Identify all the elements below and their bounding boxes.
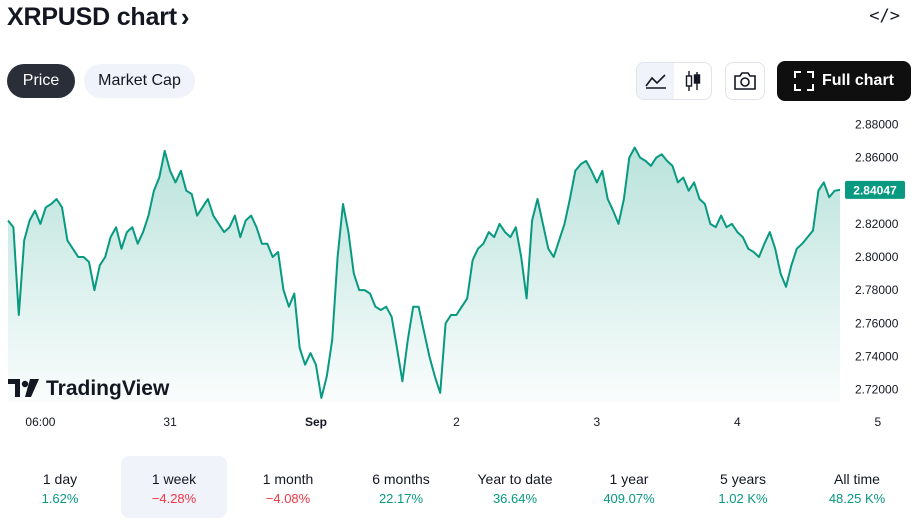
period-label: 1 year bbox=[609, 471, 649, 487]
period-change: 36.64% bbox=[492, 491, 538, 506]
x-tick-label: 4 bbox=[734, 415, 741, 429]
period-label: 5 years bbox=[720, 471, 766, 487]
chevron-right-icon: › bbox=[180, 2, 190, 32]
period-change: 22.17% bbox=[378, 491, 424, 506]
period-1-day[interactable]: 1 day 1.62% bbox=[7, 456, 113, 518]
x-tick-label: 2 bbox=[453, 415, 460, 429]
page-title[interactable]: XRPUSD chart › bbox=[7, 2, 190, 33]
period-label: All time bbox=[834, 471, 880, 487]
y-tick-label: 2.74000 bbox=[855, 349, 899, 363]
y-tick-label: 2.78000 bbox=[855, 283, 899, 297]
y-tick-label: 2.76000 bbox=[855, 316, 899, 330]
tradingview-logo: TradingView bbox=[8, 377, 170, 400]
brand-label: TradingView bbox=[46, 377, 170, 400]
price-chart[interactable]: 2.72000 2.74000 2.76000 2.78000 2.80000 2.820… bbox=[0, 110, 918, 440]
period-change: −4.08% bbox=[265, 491, 311, 506]
period-label: 1 month bbox=[262, 471, 314, 487]
last-price-label: 2.84047 bbox=[853, 183, 897, 197]
embed-code-button[interactable]: </> bbox=[869, 6, 900, 26]
last-price-badge-bg bbox=[845, 180, 905, 199]
y-tick-label: 2.86000 bbox=[855, 151, 899, 165]
tab-price[interactable]: Price bbox=[7, 64, 75, 98]
period-change: −4.28% bbox=[151, 491, 197, 506]
period-label: 1 day bbox=[42, 471, 78, 487]
period-5-years[interactable]: 5 years 1.02 K% bbox=[690, 456, 796, 518]
x-tick-label: 3 bbox=[594, 415, 601, 429]
x-tick-label: Sep bbox=[305, 415, 327, 429]
full-chart-label: Full chart bbox=[821, 72, 894, 89]
x-tick-label: 5 bbox=[874, 415, 881, 429]
area-chart-icon bbox=[644, 74, 666, 89]
price-area-fill bbox=[8, 147, 840, 402]
area-chart-button[interactable] bbox=[637, 63, 674, 99]
candlestick-chart-button[interactable] bbox=[674, 63, 711, 99]
period-change: 1.62% bbox=[41, 491, 79, 506]
period-change: 48.25 K% bbox=[828, 491, 886, 506]
period-all-time[interactable]: All time 48.25 K% bbox=[804, 456, 910, 518]
fullscreen-icon bbox=[793, 71, 814, 91]
period-label: 6 months bbox=[372, 471, 430, 487]
tab-price-label: Price bbox=[22, 72, 60, 89]
code-icon: </> bbox=[869, 6, 900, 26]
y-tick-label: 2.88000 bbox=[855, 117, 899, 131]
y-tick-label: 2.80000 bbox=[855, 250, 899, 264]
page-title-text: XRPUSD chart bbox=[7, 3, 177, 31]
last-price-badge: 2.84047 bbox=[845, 180, 905, 199]
full-chart-button[interactable]: Full chart bbox=[777, 61, 911, 101]
period-1-month[interactable]: 1 month −4.08% bbox=[235, 456, 341, 518]
period-label: Year to date bbox=[477, 471, 553, 487]
y-tick-label: 2.72000 bbox=[855, 383, 899, 397]
tab-market-cap[interactable]: Market Cap bbox=[84, 64, 195, 98]
period-1-year[interactable]: 1 year 409.07% bbox=[576, 456, 682, 518]
period-year-to-date[interactable]: Year to date 36.64% bbox=[462, 456, 568, 518]
y-axis: 2.72000 2.74000 2.76000 2.78000 2.80000 2.820… bbox=[855, 117, 899, 396]
period-label: 1 week bbox=[151, 471, 197, 487]
x-axis: 06:00 31 Sep 2 3 4 5 bbox=[25, 415, 881, 429]
period-6-months[interactable]: 6 months 22.17% bbox=[348, 456, 454, 518]
candlestick-icon bbox=[685, 71, 700, 91]
period-1-week[interactable]: 1 week −4.28% bbox=[121, 456, 227, 518]
camera-icon bbox=[734, 72, 756, 90]
price-line bbox=[7, 146, 841, 399]
y-tick-label: 2.82000 bbox=[855, 217, 899, 231]
tab-market-cap-label: Market Cap bbox=[98, 72, 181, 89]
chart-style-toggle bbox=[636, 62, 712, 100]
x-tick-label: 06:00 bbox=[25, 415, 55, 429]
x-tick-label: 31 bbox=[163, 415, 177, 429]
screenshot-button[interactable] bbox=[725, 62, 765, 100]
period-change: 1.02 K% bbox=[718, 491, 768, 506]
period-change: 409.07% bbox=[603, 491, 655, 506]
